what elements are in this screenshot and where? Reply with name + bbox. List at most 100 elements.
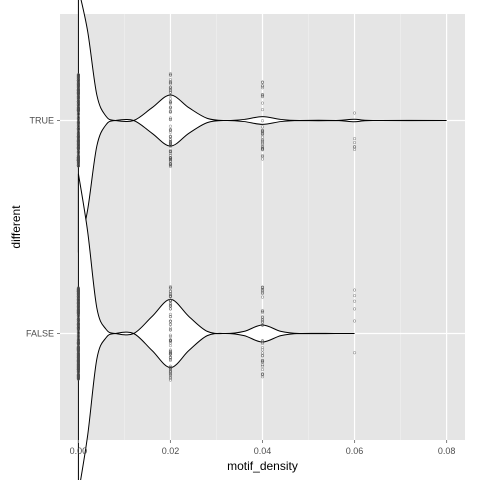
data-point (168, 159, 173, 163)
data-point (260, 354, 265, 358)
data-point (76, 372, 80, 376)
data-point (260, 84, 265, 88)
data-point (76, 94, 80, 98)
data-point (260, 340, 265, 344)
data-point (260, 140, 265, 144)
data-point (76, 346, 80, 350)
data-point (168, 144, 173, 148)
data-point (76, 318, 80, 322)
data-point (76, 353, 80, 357)
data-points (76, 72, 357, 382)
data-point (76, 289, 80, 293)
data-point (76, 342, 80, 346)
data-point (168, 352, 173, 356)
data-point (168, 163, 173, 168)
data-point (260, 101, 265, 105)
data-point (168, 72, 173, 76)
data-point (76, 303, 80, 307)
data-point (352, 351, 357, 355)
data-point (168, 373, 173, 378)
data-point (260, 128, 265, 132)
x-tick-label: 0.06 (346, 446, 364, 456)
data-point (168, 106, 173, 110)
data-point (168, 357, 173, 362)
data-point (168, 82, 173, 86)
data-point (76, 374, 80, 378)
data-point (168, 105, 173, 109)
data-point (168, 116, 173, 120)
data-point (76, 77, 80, 81)
y-tick-label: FALSE (26, 329, 54, 339)
data-point (260, 351, 265, 355)
data-point (168, 80, 173, 84)
data-point (352, 141, 357, 145)
data-point (168, 124, 173, 128)
data-point (76, 332, 80, 337)
x-tick-label: 0.08 (438, 446, 456, 456)
data-point (168, 130, 173, 134)
data-point (168, 314, 173, 318)
data-point (76, 125, 80, 129)
data-point (168, 156, 173, 160)
data-point (168, 151, 173, 156)
data-point (76, 331, 80, 335)
x-axis: 0.00 0.02 0.04 0.06 0.08 (70, 440, 456, 456)
data-point (260, 363, 265, 367)
data-point (168, 299, 173, 303)
data-point (76, 164, 80, 168)
data-point (76, 321, 80, 325)
data-point (76, 294, 80, 298)
data-point (260, 364, 265, 368)
data-point (76, 347, 80, 351)
data-point (260, 148, 265, 152)
data-point (260, 310, 265, 314)
data-point (168, 348, 173, 352)
data-point (76, 369, 80, 373)
data-point (168, 101, 173, 105)
data-point (352, 288, 357, 292)
data-point (260, 348, 265, 352)
data-point (76, 78, 80, 82)
y-axis-title: different (9, 205, 23, 249)
data-point (76, 98, 80, 102)
data-point (76, 162, 80, 166)
data-point (168, 375, 173, 379)
data-point (76, 351, 80, 355)
data-point (76, 335, 80, 340)
data-point (76, 308, 80, 312)
data-point (76, 136, 80, 140)
data-point (168, 88, 173, 92)
data-point (260, 291, 265, 295)
data-point (168, 294, 173, 298)
data-point (260, 119, 265, 123)
data-point (76, 377, 80, 381)
data-point (260, 141, 265, 145)
data-point (76, 73, 80, 77)
data-point (168, 134, 173, 138)
data-point (76, 79, 80, 84)
data-point (352, 319, 357, 323)
data-point (168, 117, 173, 121)
data-point (168, 109, 173, 113)
data-point (168, 90, 173, 94)
data-point (260, 95, 265, 99)
data-point (352, 111, 357, 115)
data-point (76, 286, 80, 290)
data-point (352, 147, 357, 152)
data-point (76, 313, 80, 318)
x-axis-title: motif_density (227, 459, 298, 473)
data-point (76, 160, 80, 164)
data-point (76, 131, 80, 135)
data-point (352, 137, 357, 141)
data-point (76, 355, 80, 359)
data-point (168, 85, 173, 89)
data-point (76, 319, 80, 323)
data-point (168, 86, 173, 90)
data-point (76, 120, 80, 124)
data-point (76, 110, 80, 114)
data-point (76, 301, 80, 305)
data-point (76, 298, 80, 302)
data-point (168, 285, 173, 289)
data-point (260, 341, 265, 345)
data-point (168, 366, 173, 370)
